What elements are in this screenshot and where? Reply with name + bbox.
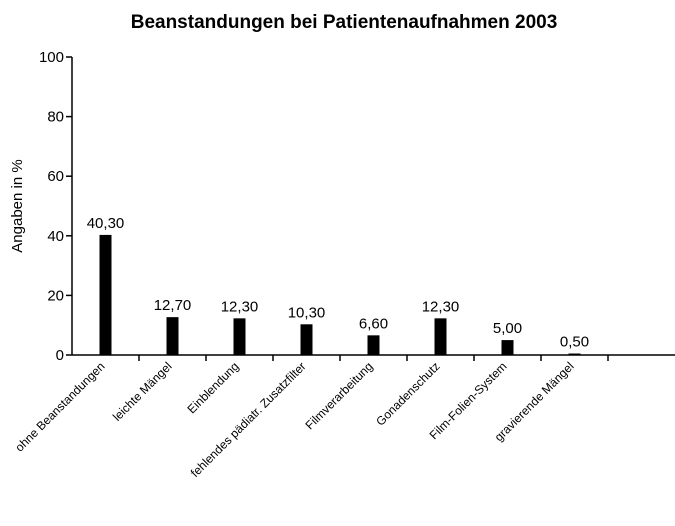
x-tick-label: ohne Beanstandungen	[12, 359, 107, 454]
y-tick-label: 60	[47, 168, 64, 185]
bar	[300, 324, 313, 355]
x-tick-label: leichte Mängel	[110, 359, 175, 424]
y-tick-label: 100	[39, 49, 64, 66]
x-tick-label: Einblendung	[185, 359, 242, 416]
value-label: 0,50	[560, 334, 589, 351]
value-label: 12,30	[422, 298, 460, 315]
bar	[568, 353, 581, 355]
y-tick-label: 40	[47, 228, 64, 245]
y-tick-label: 20	[47, 287, 64, 304]
bar	[99, 234, 112, 355]
value-label: 12,70	[154, 297, 192, 314]
y-tick-label: 80	[47, 109, 64, 126]
value-label: 10,30	[288, 304, 326, 321]
y-tick-label: 0	[56, 347, 64, 364]
bar	[367, 335, 380, 355]
bar	[166, 317, 179, 355]
value-label: 6,60	[359, 315, 388, 332]
x-tick-label: Filmverarbeitung	[303, 359, 376, 432]
x-tick-label: Gonadenschutz	[373, 359, 442, 428]
value-label: 40,30	[87, 215, 125, 232]
chart-title: Beanstandungen bei Patientenaufnahmen 20…	[131, 12, 558, 33]
bar	[233, 318, 246, 355]
bar	[501, 340, 514, 355]
bar	[434, 318, 447, 355]
value-label: 5,00	[493, 320, 522, 337]
x-tick-label: fehlendes pädiatr. Zusatzfilter	[188, 359, 309, 480]
value-label: 12,30	[221, 298, 259, 315]
y-axis-label: Angaben in %	[9, 159, 26, 252]
